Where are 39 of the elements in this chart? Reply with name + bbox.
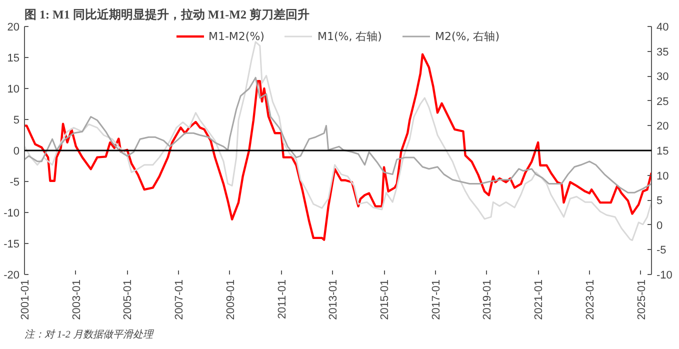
y-tick-label: -15 bbox=[4, 238, 20, 250]
x-tick-label: 2023-01 bbox=[584, 279, 596, 320]
chart-title: 图 1: M1 同比近期明显提升，拉动 M1-M2 剪刀差回升 bbox=[24, 8, 310, 22]
x-tick-label: 2019-01 bbox=[482, 279, 494, 320]
y-tick-label: -10 bbox=[4, 208, 20, 220]
x-tick-label: 2011-01 bbox=[276, 279, 288, 320]
y2-tick-label: -10 bbox=[656, 270, 672, 282]
x-tick-label: 2013-01 bbox=[328, 279, 340, 320]
text: 注：对 1-2 月数据做平滑处理 bbox=[24, 328, 154, 340]
y2-tick-label: 20 bbox=[656, 120, 669, 133]
y2-tick-label: 35 bbox=[656, 46, 669, 58]
x-tick-label: 2025-01 bbox=[636, 279, 648, 320]
x-tick-label: 2009-01 bbox=[224, 279, 237, 320]
y2-tick-label: -5 bbox=[656, 244, 666, 257]
y2-tick-label: 25 bbox=[656, 96, 669, 108]
y2-tick-label: 40 bbox=[656, 22, 669, 34]
x-tick-label: 2003-01 bbox=[70, 279, 83, 320]
legend-label: M1-M2(%) bbox=[208, 30, 264, 42]
y-tick-label: -20 bbox=[4, 270, 20, 282]
y-tick-label: 20 bbox=[7, 22, 20, 34]
y2-tick-label: 5 bbox=[656, 195, 663, 208]
x-tick-label: 2005-01 bbox=[122, 279, 134, 320]
x-tick-label: 2015-01 bbox=[379, 279, 392, 320]
y2-tick-label: 0 bbox=[656, 220, 663, 232]
line-series bbox=[24, 76, 652, 194]
legend-label: M2(%, 右轴) bbox=[434, 28, 500, 44]
y-tick-label: -5 bbox=[10, 176, 20, 188]
y2-tick-label: 15 bbox=[656, 146, 669, 158]
y-tick-label: 10 bbox=[7, 84, 20, 96]
x-tick-label: 2007-01 bbox=[174, 279, 186, 320]
x-tick-label: 2001-01 bbox=[20, 279, 32, 320]
legend-label: M1(%, 右轴) bbox=[317, 28, 382, 44]
x-tick-label: 2017-01 bbox=[430, 279, 442, 320]
y-tick-label: 5 bbox=[13, 114, 20, 126]
y-tick-label: 15 bbox=[7, 52, 20, 64]
y2-tick-label: 10 bbox=[656, 170, 669, 182]
x-tick-label: 2021-01 bbox=[533, 279, 546, 320]
y-tick-label: 0 bbox=[13, 146, 20, 158]
y2-tick-label: 30 bbox=[656, 71, 669, 84]
